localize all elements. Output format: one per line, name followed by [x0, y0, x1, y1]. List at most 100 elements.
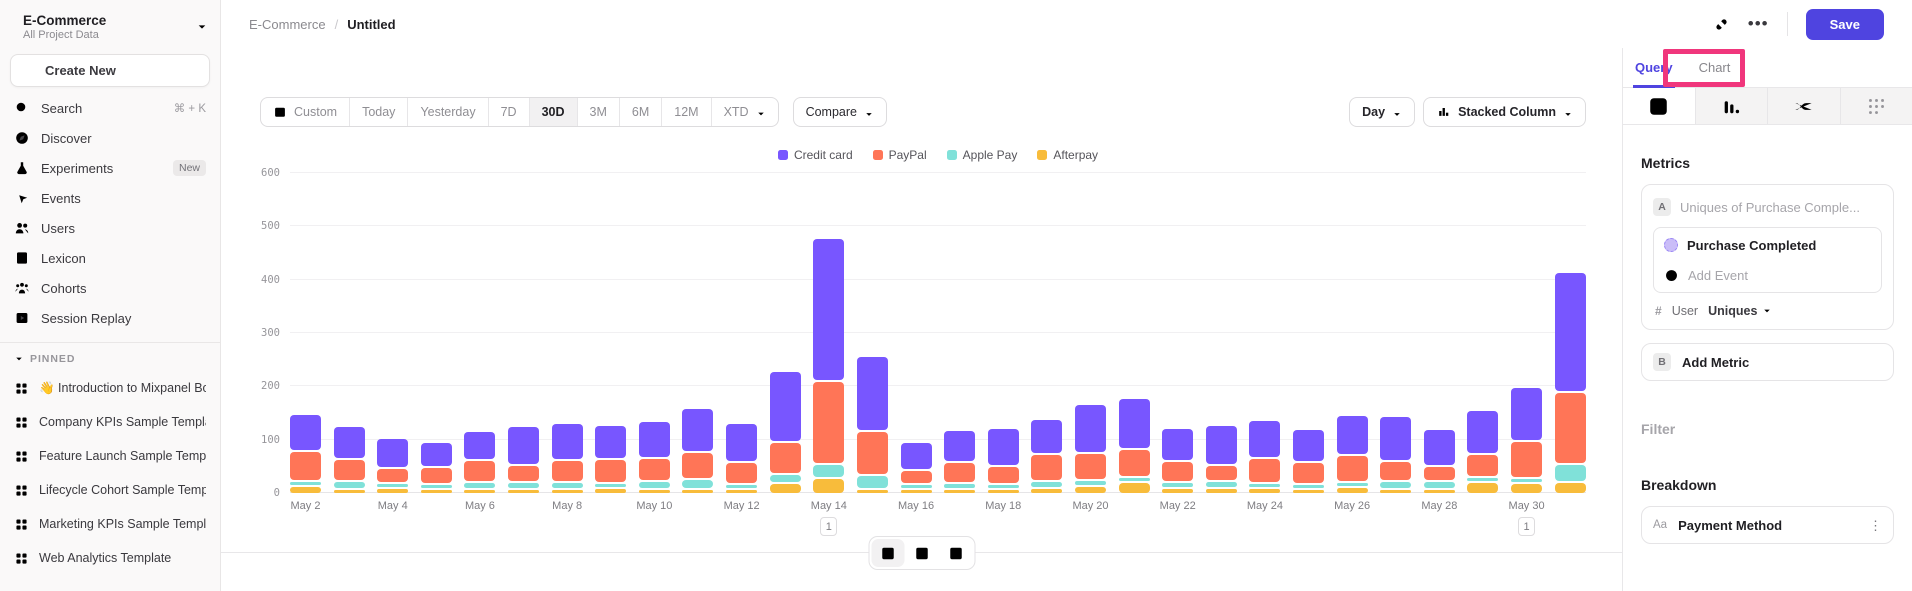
- layout-table-only-button[interactable]: [939, 539, 972, 567]
- bar-may-28[interactable]: [1423, 430, 1455, 493]
- bar-may-21[interactable]: [1118, 399, 1150, 493]
- annotation-badge[interactable]: 1: [1518, 517, 1536, 536]
- pinned-section-toggle[interactable]: PINNED: [0, 351, 220, 371]
- pinned-item-introduction-to-mixpanel-boards[interactable]: 👋 Introduction to Mixpanel Boards: [0, 371, 220, 405]
- legend-item-credit-card[interactable]: Credit card: [777, 148, 853, 162]
- funnels-report-tab[interactable]: [1694, 88, 1767, 124]
- bar-may-29[interactable]: [1467, 411, 1499, 493]
- metric-badge: A: [1653, 198, 1671, 216]
- bar-segment-afterpay: [900, 490, 932, 493]
- add-event-row[interactable]: Add Event: [1664, 260, 1871, 290]
- chart-toolbar: Custom Today Yesterday 7D 30D 3M 6M 12M XTD Comp…: [260, 97, 1586, 127]
- tab-query[interactable]: Query: [1633, 48, 1675, 88]
- bar-may-27[interactable]: [1380, 416, 1412, 493]
- pinned-item-web-analytics-template[interactable]: Web Analytics Template: [0, 541, 220, 575]
- granularity-dropdown[interactable]: Day: [1349, 97, 1416, 127]
- metric-row[interactable]: A Uniques of Purchase Comple...: [1653, 195, 1882, 219]
- bar-may-12[interactable]: [726, 424, 758, 493]
- insights-report-tab[interactable]: [1623, 88, 1695, 124]
- x-axis-label: May 4: [377, 500, 408, 512]
- bar-may-26[interactable]: [1336, 416, 1368, 493]
- bar-may-20[interactable]: [1074, 405, 1106, 493]
- pinned-item-feature-launch-sample-template[interactable]: Feature Launch Sample Template: [0, 439, 220, 473]
- create-new-button[interactable]: Create New: [10, 54, 210, 87]
- sidebar-item-cohorts[interactable]: Cohorts: [0, 273, 220, 303]
- legend-item-afterpay[interactable]: Afterpay: [1037, 148, 1098, 162]
- bar-may-11[interactable]: [682, 409, 714, 493]
- compare-button[interactable]: Compare: [792, 97, 887, 127]
- legend-item-apple-pay[interactable]: Apple Pay: [946, 148, 1017, 162]
- bar-may-16[interactable]: [900, 442, 932, 493]
- range-6m[interactable]: 6M: [620, 98, 663, 126]
- range-today[interactable]: Today: [350, 98, 409, 126]
- copy-link-icon[interactable]: [1713, 16, 1730, 33]
- sidebar-item-events[interactable]: Events: [0, 183, 220, 213]
- tab-chart[interactable]: Chart: [1698, 60, 1731, 75]
- retention-report-tab[interactable]: [1839, 88, 1912, 124]
- x-slot: [944, 500, 975, 536]
- bar-may-24[interactable]: [1249, 420, 1281, 493]
- add-metric-card[interactable]: B Add Metric: [1641, 343, 1894, 381]
- bar-may-23[interactable]: [1205, 426, 1237, 493]
- bar-may-9[interactable]: [595, 426, 627, 493]
- pinned-item-label: 👋 Introduction to Mixpanel Boards: [39, 380, 206, 395]
- bar-may-19[interactable]: [1031, 419, 1063, 493]
- bar-may-5[interactable]: [420, 442, 452, 493]
- save-button[interactable]: Save: [1805, 8, 1884, 40]
- sidebar-item-lexicon[interactable]: Lexicon: [0, 243, 220, 273]
- bar-may-15[interactable]: [856, 357, 888, 493]
- breakdown-card[interactable]: Aa Payment Method ⋮: [1641, 506, 1894, 544]
- x-slot: May 16: [898, 500, 934, 536]
- project-switcher[interactable]: E-Commerce All Project Data: [0, 0, 220, 50]
- sidebar-item-session-replay[interactable]: Session Replay: [0, 303, 220, 333]
- range-yesterday[interactable]: Yesterday: [408, 98, 489, 126]
- bar-may-14[interactable]: [813, 239, 845, 493]
- pinned-item-lifecycle-cohort-sample-template[interactable]: Lifecycle Cohort Sample Template: [0, 473, 220, 507]
- stacked-column-icon: [1436, 105, 1451, 120]
- annotation-badge[interactable]: 1: [820, 517, 838, 536]
- pinned-item-marketing-kpis-sample-template[interactable]: Marketing KPIs Sample Template: [0, 507, 220, 541]
- add-filter-plus-icon[interactable]: [1878, 421, 1894, 437]
- add-metric-plus-icon[interactable]: [1878, 155, 1894, 171]
- flows-report-tab[interactable]: [1767, 88, 1840, 124]
- sidebar-item-discover[interactable]: Discover: [0, 123, 220, 153]
- kebab-menu-icon[interactable]: ⋮: [1869, 517, 1882, 533]
- aggregation-row[interactable]: # User Uniques: [1653, 293, 1882, 329]
- chart-type-dropdown[interactable]: Stacked Column: [1423, 97, 1586, 127]
- bar-may-10[interactable]: [638, 421, 670, 493]
- bar-segment-paypal: [1205, 466, 1237, 480]
- bar-may-6[interactable]: [464, 432, 496, 493]
- layout-chart-only-button[interactable]: [905, 539, 938, 567]
- bar-may-30[interactable]: [1511, 388, 1543, 493]
- more-options-button[interactable]: •••: [1747, 14, 1769, 33]
- event-row[interactable]: Purchase Completed: [1664, 230, 1871, 260]
- bar-may-2[interactable]: [290, 415, 321, 493]
- bar-may-3[interactable]: [333, 426, 365, 493]
- sidebar-item-label: Cohorts: [41, 280, 87, 296]
- bar-may-13[interactable]: [769, 372, 801, 493]
- range-7d[interactable]: 7D: [489, 98, 530, 126]
- range-xtd[interactable]: XTD: [712, 98, 778, 126]
- range-3m[interactable]: 3M: [578, 98, 620, 126]
- bar-may-22[interactable]: [1162, 428, 1194, 493]
- sidebar-item-search[interactable]: Search ⌘ + K: [0, 93, 220, 123]
- layout-split-button[interactable]: [871, 539, 904, 567]
- bar-segment-apple-pay: [508, 483, 540, 488]
- bar-may-31[interactable]: [1554, 272, 1586, 493]
- add-breakdown-plus-icon[interactable]: [1878, 477, 1894, 493]
- bar-may-8[interactable]: [551, 424, 583, 493]
- breadcrumb-current[interactable]: Untitled: [347, 16, 396, 32]
- range-custom[interactable]: Custom: [261, 98, 351, 126]
- bar-may-25[interactable]: [1293, 430, 1325, 493]
- sidebar-item-experiments[interactable]: Experiments New: [0, 153, 220, 183]
- sidebar-item-users[interactable]: Users: [0, 213, 220, 243]
- bar-may-17[interactable]: [944, 431, 976, 493]
- pinned-item-company-kpis-sample-template[interactable]: Company KPIs Sample Template: [0, 405, 220, 439]
- legend-item-paypal[interactable]: PayPal: [872, 148, 927, 162]
- range-30d[interactable]: 30D: [529, 98, 578, 126]
- range-12m[interactable]: 12M: [662, 98, 712, 126]
- breadcrumb-project[interactable]: E-Commerce: [249, 16, 326, 32]
- bar-may-4[interactable]: [377, 439, 409, 493]
- bar-may-7[interactable]: [508, 426, 540, 493]
- bar-may-18[interactable]: [987, 428, 1019, 493]
